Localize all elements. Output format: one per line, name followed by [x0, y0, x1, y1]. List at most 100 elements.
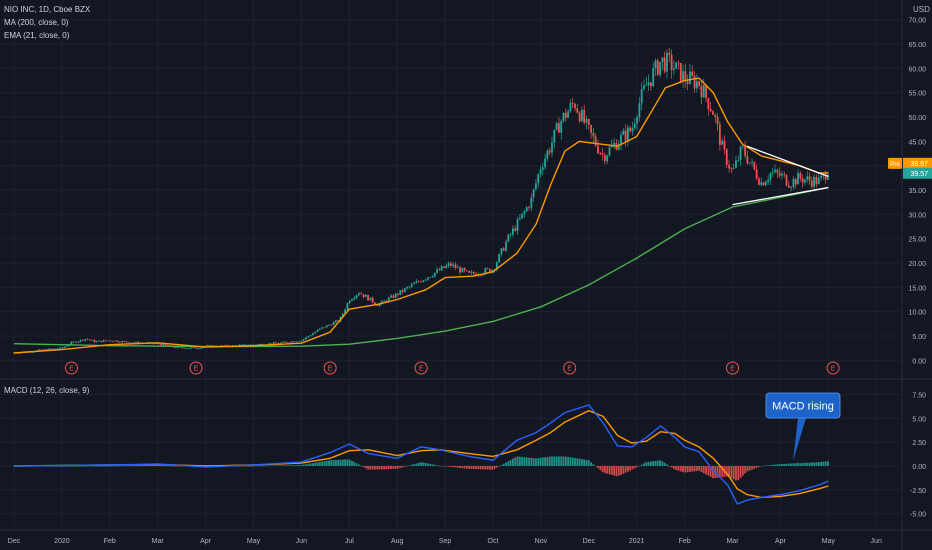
macd-histogram-bar	[332, 460, 335, 466]
macd-histogram-bar	[744, 465, 747, 474]
candle-body	[249, 344, 252, 346]
macd-pane[interactable]: MACD rising	[13, 392, 841, 505]
macd-tick-label: 7.50	[912, 393, 926, 400]
macd-histogram-bar	[318, 461, 321, 466]
candle-body	[555, 123, 558, 130]
candle-body	[728, 164, 730, 169]
candle-body	[341, 313, 344, 318]
candle-body	[820, 175, 822, 178]
symbol-title[interactable]: NIO INC, 1D, Cboe BZX	[4, 5, 91, 14]
candle-body	[707, 98, 710, 110]
candle-body	[797, 173, 799, 185]
candle-body	[307, 336, 310, 338]
macd-histogram-bar	[590, 462, 592, 466]
candle-body	[328, 324, 330, 326]
candle-body	[672, 68, 675, 70]
candle-body	[374, 302, 376, 305]
macd-histogram-bar	[300, 465, 303, 466]
macd-legend[interactable]: MACD (12, 26, close, 9)	[4, 386, 90, 395]
candle-body	[201, 347, 204, 349]
candle-body	[574, 103, 576, 109]
macd-histogram-bar	[679, 465, 682, 472]
pre-market-tag-label: Pre	[890, 161, 901, 168]
macd-histogram-bar	[162, 465, 165, 467]
candle-body	[332, 322, 335, 325]
candle-body	[810, 180, 813, 187]
macd-histogram-bar	[249, 465, 252, 467]
macd-histogram-bar	[121, 465, 123, 467]
macd-histogram-bar	[698, 465, 701, 471]
ma-legend[interactable]: MA (200, close, 0)	[4, 18, 69, 27]
macd-histogram-bar	[65, 465, 68, 467]
macd-histogram-bar	[153, 465, 156, 467]
macd-histogram-bar	[808, 462, 811, 466]
macd-histogram-bar	[399, 465, 402, 468]
macd-histogram-bar	[282, 465, 284, 466]
time-tick-label: Mar	[152, 538, 165, 545]
candle-body	[507, 234, 510, 242]
macd-histogram-bar	[337, 459, 340, 466]
macd-histogram-bar	[562, 456, 565, 466]
macd-histogram-bar	[298, 465, 301, 466]
macd-histogram-bar	[128, 465, 130, 467]
candle-body	[240, 344, 243, 346]
earnings-marker	[563, 361, 577, 375]
macd-histogram-bar	[408, 465, 411, 466]
candle-body	[371, 297, 374, 303]
candle-body	[558, 123, 560, 133]
candle-body	[822, 174, 825, 176]
candle-body	[764, 181, 767, 186]
macd-histogram-bar	[521, 456, 524, 466]
macd-histogram-bar	[615, 465, 618, 477]
candle-body	[806, 176, 809, 180]
macd-histogram-bar	[341, 459, 344, 466]
macd-histogram-bar	[737, 465, 740, 481]
ema-legend[interactable]: EMA (21, close, 0)	[4, 31, 70, 40]
macd-histogram-bar	[799, 463, 802, 466]
candle-body	[401, 290, 404, 292]
macd-histogram-bar	[578, 458, 581, 466]
candle-body	[392, 295, 395, 298]
macd-histogram-bar	[546, 456, 549, 466]
macd-histogram-bar	[344, 459, 346, 466]
candle-body	[827, 174, 829, 180]
macd-histogram-bar	[728, 465, 730, 478]
macd-histogram-bar	[760, 465, 763, 467]
candle-body	[470, 272, 473, 273]
candle-body	[157, 343, 160, 345]
macd-histogram-bar	[583, 459, 586, 466]
macd-histogram-bar	[748, 465, 751, 471]
macd-histogram-bar	[631, 465, 634, 470]
candle-body	[564, 112, 567, 118]
macd-histogram-bar	[132, 465, 135, 467]
macd-histogram-bar	[567, 456, 570, 466]
candle-body	[769, 173, 772, 180]
macd-histogram-bar	[764, 465, 767, 466]
candle-body	[98, 340, 100, 342]
time-tick-label: Jul	[345, 538, 354, 545]
candle-body	[739, 146, 742, 161]
macd-histogram-bar	[656, 460, 659, 466]
macd-histogram-bar	[622, 465, 625, 474]
macd-histogram-bar	[645, 462, 648, 466]
macd-histogram-bar	[171, 465, 174, 467]
candle-body	[502, 248, 505, 251]
macd-histogram-bar	[406, 465, 409, 467]
candle-body	[468, 270, 471, 273]
candle-body	[311, 333, 314, 336]
candle-body	[279, 342, 282, 344]
candle-body	[134, 341, 137, 343]
candle-body	[567, 111, 570, 118]
macd-histogram-bar	[84, 465, 87, 467]
ema21-line	[13, 77, 829, 354]
macd-histogram-bar	[266, 465, 268, 467]
candle-body	[484, 268, 487, 274]
time-tick-label: Feb	[104, 538, 116, 545]
candle-body	[70, 341, 73, 345]
macd-histogram-bar	[272, 465, 275, 467]
candle-body	[125, 341, 128, 343]
price-tick-label: 0.00	[912, 358, 926, 365]
candle-body	[410, 284, 413, 287]
macd-histogram-bar	[560, 456, 563, 466]
